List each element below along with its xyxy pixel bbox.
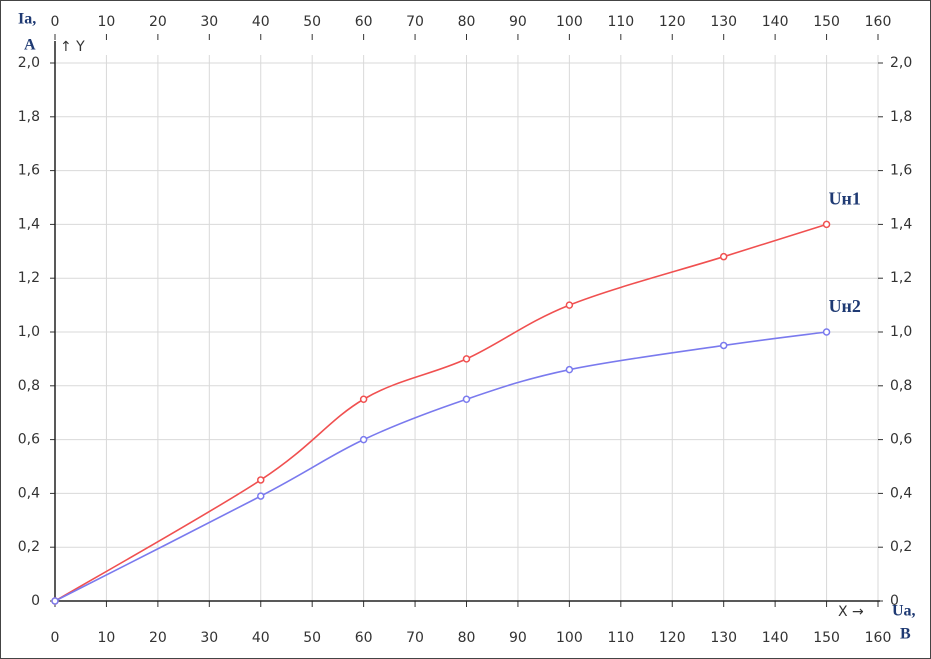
y2-tick-label: 1,2: [890, 270, 912, 286]
x-tick-label: 20: [149, 630, 167, 646]
x-tick-label: 120: [659, 630, 686, 646]
y2-tick-label: 1,8: [890, 109, 912, 125]
x-tick-label: 30: [200, 630, 218, 646]
data-point: [565, 365, 574, 374]
y-tick-label: 2,0: [18, 55, 40, 71]
x2-tick-label: 120: [659, 14, 686, 30]
x-tick-label: 50: [303, 630, 321, 646]
y-tick-label: 0,2: [18, 539, 40, 555]
y2-tick-label: 0,8: [890, 378, 912, 394]
data-point: [719, 341, 728, 350]
x2-tick-label: 150: [813, 14, 840, 30]
data-point: [565, 301, 574, 309]
x-tick-label: 80: [458, 630, 476, 646]
y2-tick-label: 0: [890, 593, 899, 609]
x2-tick-label: 30: [200, 14, 218, 30]
data-point: [719, 252, 728, 261]
x2-tick-label: 100: [556, 14, 583, 30]
data-point: [257, 476, 265, 484]
y2-tick-label: 1,4: [890, 216, 912, 232]
x2-tick-label: 70: [406, 14, 424, 30]
x-tick-label: 140: [762, 630, 789, 646]
y2-tick-label: 1,0: [890, 324, 912, 340]
data-point: [257, 492, 265, 500]
data-point: [359, 395, 368, 403]
x2-tick-label: 160: [865, 14, 892, 30]
data-point: [462, 395, 471, 403]
data-point: [51, 597, 59, 605]
y2-tick-label: 0,6: [890, 432, 912, 448]
series-label: Uн2: [829, 296, 861, 316]
x2-tick-label: 20: [149, 14, 167, 30]
x-tick-label: 40: [252, 630, 270, 646]
data-point: [359, 435, 368, 444]
x-tick-label: 90: [509, 630, 527, 646]
y-tick-label: 0,6: [18, 432, 40, 448]
y-unit: A: [24, 37, 36, 54]
x-tick-label: 150: [813, 630, 840, 646]
x2-tick-label: 40: [252, 14, 270, 30]
x2-tick-label: 10: [98, 14, 116, 30]
x-unit: B: [900, 626, 911, 643]
y2-tick-label: 0,2: [890, 539, 912, 555]
x2-tick-label: 130: [710, 14, 737, 30]
x-tick-label: 130: [710, 630, 737, 646]
data-point: [822, 328, 831, 336]
y2-tick-label: 2,0: [890, 55, 912, 71]
y-axis-arrow: ↑ Y: [60, 39, 85, 55]
y-tick-label: 0: [31, 593, 40, 609]
y-tick-label: 0,4: [18, 485, 40, 501]
x-unit: Ua,: [892, 603, 916, 620]
x-tick-label: 60: [355, 630, 373, 646]
y-unit: Ia,: [18, 11, 36, 28]
y-tick-label: 1,8: [18, 109, 40, 125]
x-tick-label: 100: [556, 630, 583, 646]
y-tick-label: 1,2: [18, 270, 40, 286]
x2-tick-label: 50: [303, 14, 321, 30]
x-tick-label: 160: [865, 630, 892, 646]
x-tick-label: 0: [51, 630, 60, 646]
y2-tick-label: 1,6: [890, 163, 912, 179]
x2-tick-label: 80: [458, 14, 476, 30]
x2-tick-label: 110: [607, 14, 634, 30]
x-tick-label: 10: [98, 630, 116, 646]
y-tick-label: 1,6: [18, 163, 40, 179]
x-tick-label: 70: [406, 630, 424, 646]
x2-tick-label: 60: [355, 14, 373, 30]
y2-tick-label: 0,4: [890, 485, 912, 501]
data-point: [822, 220, 831, 229]
x2-tick-label: 90: [509, 14, 527, 30]
x2-tick-label: 0: [51, 14, 60, 30]
y-tick-label: 1,4: [18, 216, 40, 232]
x2-tick-label: 140: [762, 14, 789, 30]
x-tick-label: 110: [607, 630, 634, 646]
y-tick-label: 0,8: [18, 378, 40, 394]
x-axis-arrow: X →: [838, 604, 864, 620]
data-point: [462, 355, 471, 363]
series-label: Uн1: [829, 189, 861, 209]
y-tick-label: 1,0: [18, 324, 40, 340]
